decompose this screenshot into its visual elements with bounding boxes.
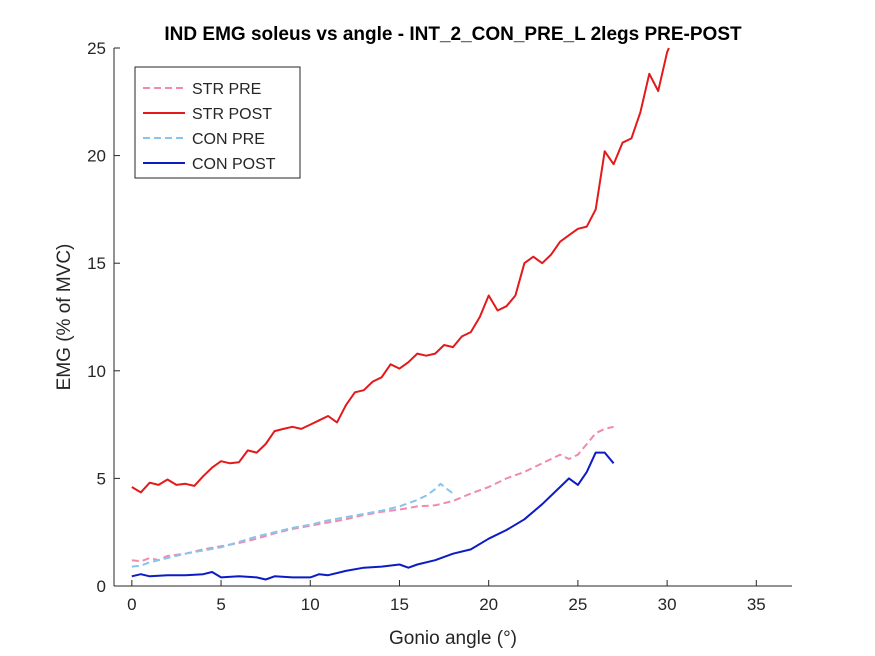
y-tick-label: 10 [87,362,106,381]
x-tick-label: 25 [568,595,587,614]
ticks-layer: 0 5 10 15 20 25 30 35 0 5 10 15 20 25 [87,39,766,614]
legend-label-2: STR POST [192,106,272,123]
legend-box [134,66,301,179]
y-axis-label: EMG (% of MVC) [54,244,75,391]
y-tick-label: 5 [97,469,106,488]
x-axis-label: Gonio angle (°) [389,628,517,649]
legend-label-4: CON POST [192,156,276,173]
series-line-2 [131,47,670,494]
x-tick-label: 0 [127,595,136,614]
x-tick-label: 30 [658,595,677,614]
y-tick-label: 0 [97,577,106,596]
y-tick-label: 20 [87,147,106,166]
x-tick-label: 15 [390,595,409,614]
series-line-4 [131,451,615,581]
x-tick-label: 35 [747,595,766,614]
series-layer [131,47,670,581]
x-tick-label: 10 [301,595,320,614]
chart-title: IND EMG soleus vs angle - INT_2_CON_PRE_… [164,24,742,45]
legend: STR PRE STR POST CON PRE CON POST [134,66,301,179]
legend-label-3: CON PRE [192,131,265,148]
y-tick-label: 25 [87,39,106,58]
y-tick-label: 15 [87,254,106,273]
x-tick-label: 20 [479,595,498,614]
series-line-3 [131,482,454,568]
legend-label-1: STR PRE [192,81,261,98]
x-tick-label: 5 [216,595,225,614]
axes-layer [113,48,792,587]
